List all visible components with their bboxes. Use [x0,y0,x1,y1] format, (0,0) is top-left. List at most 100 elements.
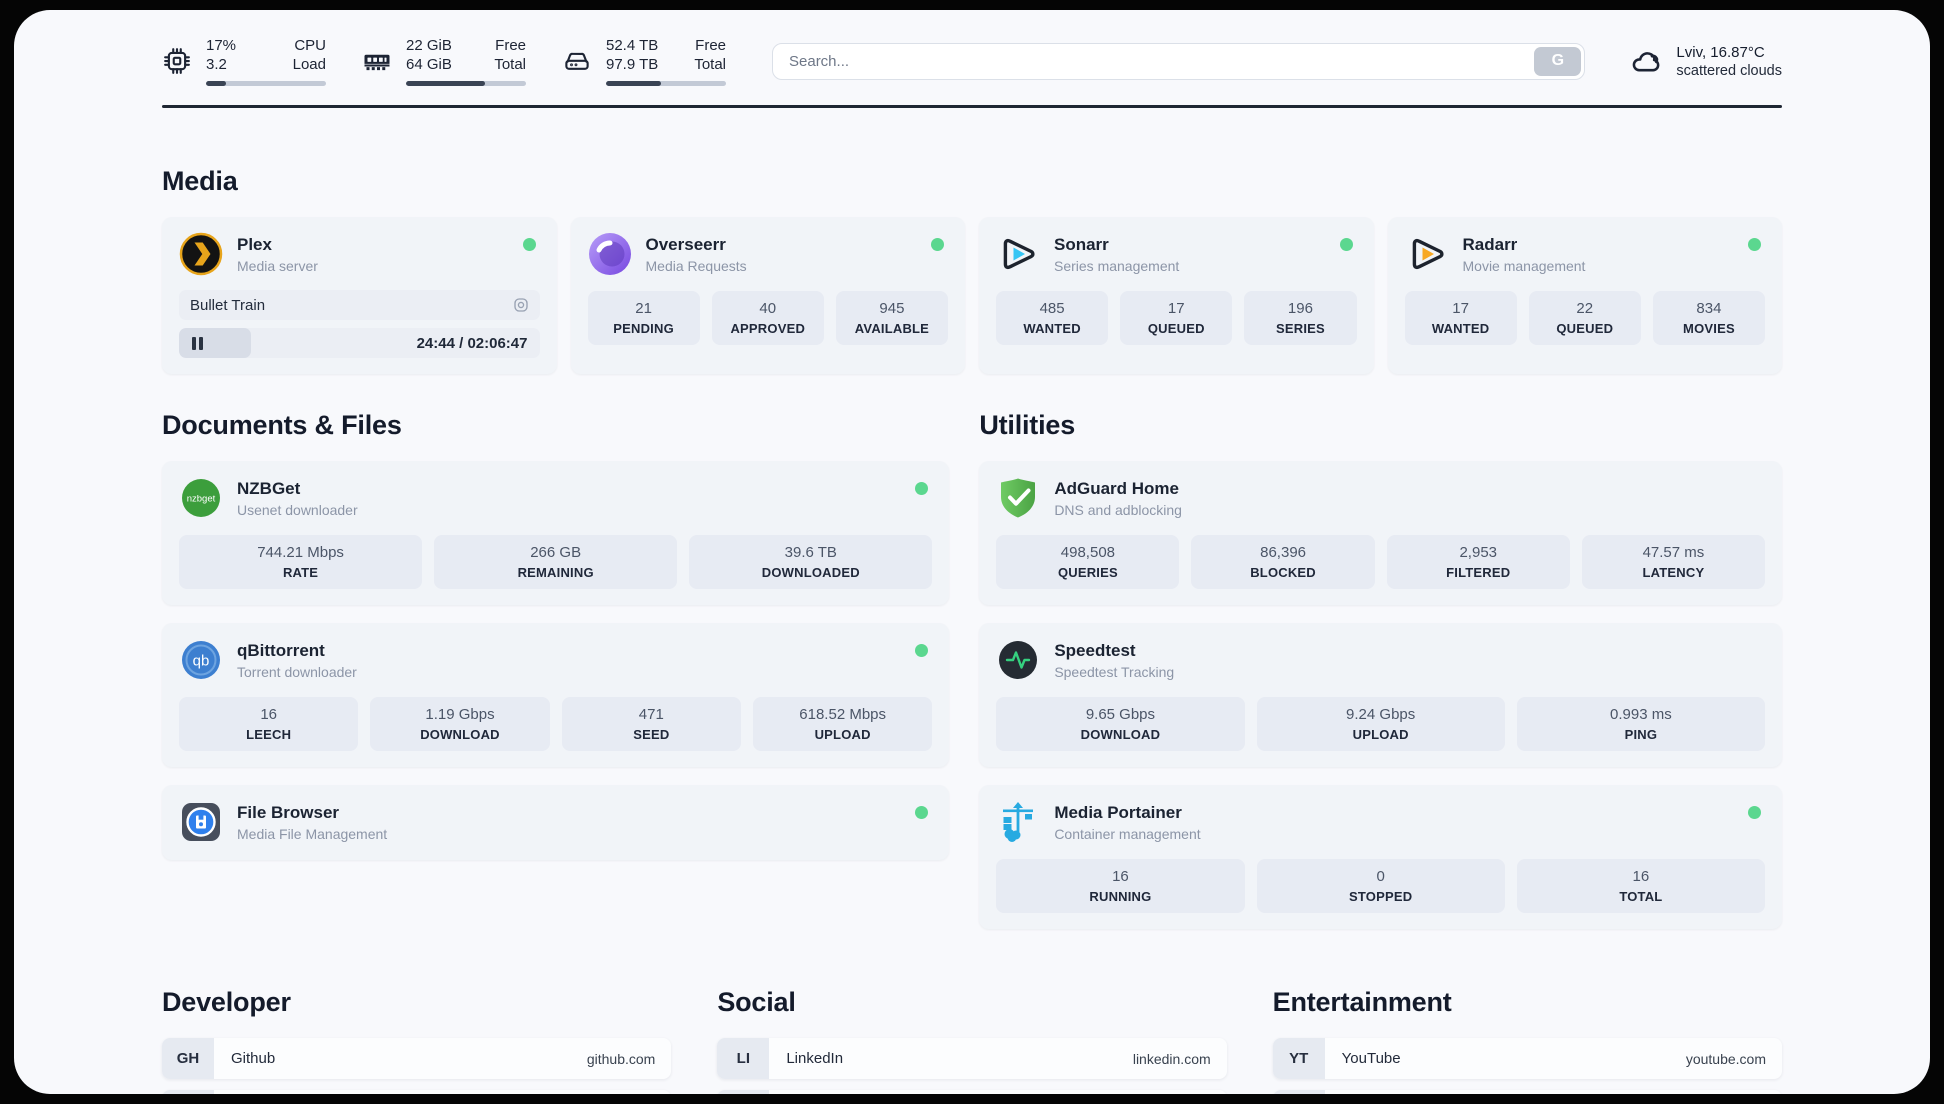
memory-total-value: 64 GiB [406,56,452,73]
app-description: Container management [1054,826,1201,842]
weather-widget: Lviv, 16.87°C scattered clouds [1629,43,1782,80]
app-card-nzbget[interactable]: nzbget NZBGet Usenet downloader 744.21 M… [162,461,950,605]
utilities-column: Utilities [979,410,1782,929]
stat-pill: 945 AVAILABLE [835,291,949,345]
nzbget-icon: nzbget [179,476,223,520]
youtube-badge: YT [1272,1038,1325,1079]
app-description: DNS and adblocking [1054,502,1182,518]
search-input[interactable] [772,42,1586,80]
stat-pill: 39.6 TB DOWNLOADED [689,535,933,589]
stat-pill: 485 WANTED [996,291,1109,345]
app-card-plex[interactable]: Plex Media server Bullet Train 24:44 / 0… [162,217,557,374]
app-name: File Browser [237,803,340,822]
section-title-social: Social [717,987,796,1017]
section-title-media: Media [162,166,238,196]
search-engine-button[interactable]: G [1534,46,1582,76]
app-description: Media File Management [237,826,388,842]
app-card-radarr[interactable]: Radarr Movie management 17 WANTED 22 QUEUE… [1387,217,1782,374]
now-playing-title: Bullet Train [190,296,266,314]
app-card-speedtest[interactable]: Speedtest Speedtest Tracking 9.65 Gbps DO… [979,623,1782,767]
radarr-icon [1405,232,1449,276]
stat-pill: 618.52 Mbps UPLOAD [752,697,933,751]
app-card-overseerr[interactable]: Overseerr Media Requests 21 PENDING 40 APP… [570,217,965,374]
link-linkedin[interactable]: LI LinkedIn linkedin.com [717,1038,1227,1079]
memory-progress-bar [406,81,526,86]
stat-pill: 16 TOTAL [1516,859,1766,913]
media-grid: Plex Media server Bullet Train 24:44 / 0… [162,217,1782,374]
cpu-usage-value: 17% [206,37,237,54]
app-name: qBittorrent [237,641,325,660]
stackoverflow-badge: SO [162,1090,214,1094]
section-title-utilities: Utilities [979,410,1076,440]
media-camera-icon [512,296,530,314]
filebrowser-icon [179,800,223,844]
link-youtube[interactable]: YT YouTube youtube.com [1272,1038,1782,1079]
storage-total-value: 97.9 TB [606,56,659,73]
app-name: NZBGet [237,479,301,498]
weather-condition: scattered clouds [1676,62,1782,79]
system-stats: 17% CPU 3.2 Load 22 GiB Free 64 GiB To [162,36,726,86]
stat-pill: 16 LEECH [179,697,359,751]
memory-stat: 22 GiB Free 64 GiB Total [362,36,526,86]
stat-pill: 17 QUEUED [1120,291,1233,345]
stat-pill: 16 RUNNING [996,859,1245,913]
speedtest-icon [996,638,1040,682]
search-bar: G [772,42,1586,80]
documents-column: Documents & Files nzbget NZBGet Usenet d… [162,410,950,929]
cpu-load-label: Load [292,56,326,73]
link-github[interactable]: GH Github github.com [162,1038,672,1079]
storage-stat: 52.4 TB Free 97.9 TB Total [562,36,726,86]
app-description: Speedtest Tracking [1054,664,1175,680]
link-twitter[interactable]: TW Twitter twitter.com [717,1090,1227,1094]
app-card-qbittorrent[interactable]: qb qBittorrent Torrent downloader 16 LEEC… [162,623,950,767]
twitter-badge: TW [717,1090,770,1094]
app-description: Usenet downloader [237,502,358,518]
link-netflix[interactable]: NF Netflix netflix.com [1272,1090,1782,1094]
app-name: Sonarr [1054,235,1109,254]
stat-pill: 9.65 Gbps DOWNLOAD [996,697,1245,751]
memory-total-label: Total [494,56,526,73]
dashboard-panel: 17% CPU 3.2 Load 22 GiB Free 64 GiB To [14,10,1930,1094]
app-card-adguard[interactable]: AdGuard Home DNS and adblocking 498,508 Q… [979,461,1782,605]
developer-column: Developer GH Github github.com SO StackO… [162,987,672,1094]
disk-icon [562,46,592,76]
weather-location: Lviv, 16.87°C [1676,43,1765,61]
pause-icon [192,336,203,350]
memory-free-label: Free [495,37,526,54]
app-card-sonarr[interactable]: Sonarr Series management 485 WANTED 17 QUE… [979,217,1374,374]
ram-icon [362,46,392,76]
stat-pill: 21 PENDING [587,291,700,345]
github-badge: GH [162,1038,214,1079]
link-stackoverflow[interactable]: SO StackOverflow stackoverflow.com [162,1090,672,1094]
app-name: Plex [237,235,272,254]
app-description: Media Requests [645,258,747,274]
cloud-icon [1629,44,1663,78]
social-column: Social LI LinkedIn linkedin.com TW Twitt… [717,987,1227,1094]
section-title-entertainment: Entertainment [1272,987,1452,1017]
section-title-documents: Documents & Files [162,410,402,440]
sonarr-icon [996,232,1040,276]
app-name: Radarr [1462,235,1518,254]
stat-pill: 744.21 Mbps RATE [179,535,423,589]
app-card-filebrowser[interactable]: File Browser Media File Management [162,785,950,860]
status-dot [1748,238,1761,251]
stat-pill: 47.57 ms LATENCY [1581,535,1765,589]
cpu-load-value: 3.2 [206,56,227,73]
header-divider [162,105,1782,108]
app-card-portainer[interactable]: Media Portainer Container management 16 R… [979,785,1782,929]
svg-text:nzbget: nzbget [187,494,216,505]
app-name: Media Portainer [1054,803,1182,822]
stat-pill: 17 WANTED [1404,291,1517,345]
section-title-developer: Developer [162,987,291,1017]
playback-time: 24:44 / 02:06:47 [416,334,528,352]
app-name: Overseerr [645,235,726,254]
storage-free-label: Free [695,37,726,54]
app-description: Movie management [1462,258,1586,274]
stat-pill: 86,396 BLOCKED [1191,535,1375,589]
status-dot [1339,238,1353,251]
status-dot [915,644,929,657]
memory-free-value: 22 GiB [406,37,452,54]
stat-pill: 834 MOVIES [1652,291,1766,345]
storage-progress-bar [606,81,726,86]
storage-total-label: Total [694,56,726,73]
